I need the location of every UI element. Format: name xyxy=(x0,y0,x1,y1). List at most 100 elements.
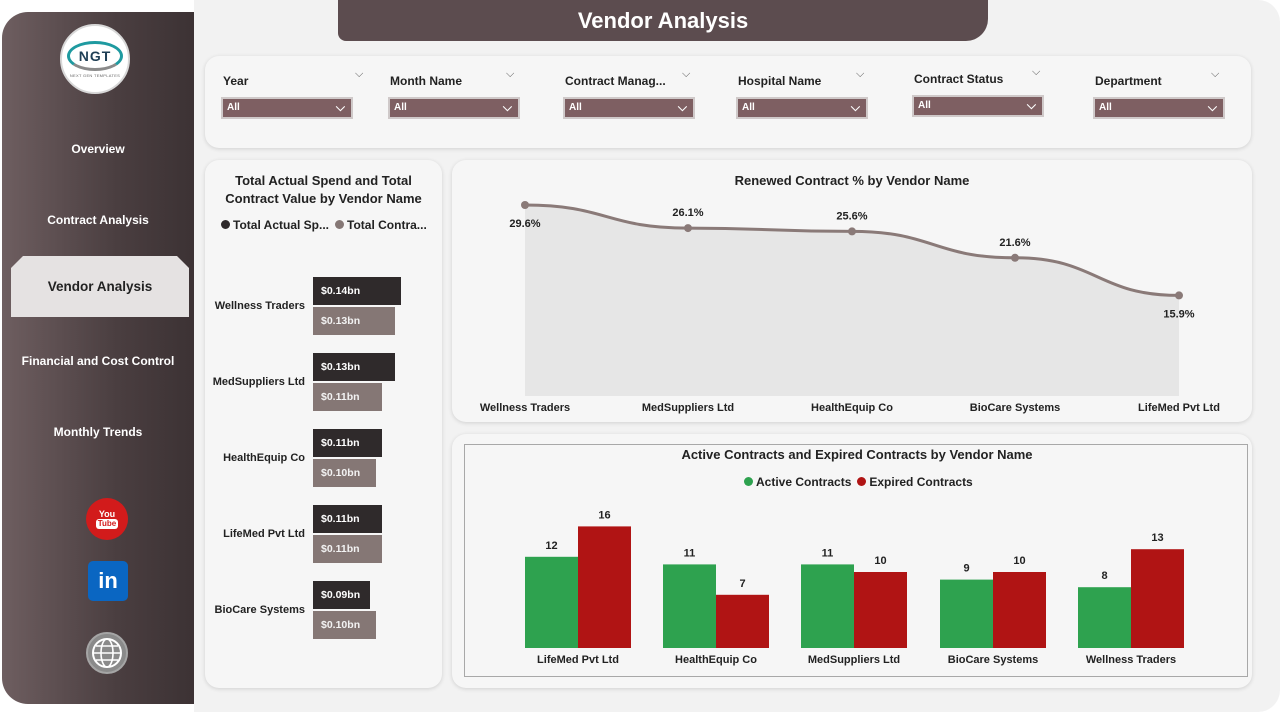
renewed-area-plot: 29.6% Wellness Traders 26.1% MedSuppliers L… xyxy=(480,201,1220,414)
globe-svg xyxy=(92,638,122,668)
logo-ring: NGT xyxy=(67,40,123,71)
legend-item-actual[interactable]: Total Actual Sp... xyxy=(221,218,329,232)
expired-contracts-bar[interactable] xyxy=(993,572,1046,648)
hbar-data-label: $0.13bn xyxy=(321,315,361,327)
filter-month-select[interactable]: All ⌵ xyxy=(388,97,520,119)
legend-label: Expired Contracts xyxy=(869,475,973,489)
hbar-data-label: $0.10bn xyxy=(321,619,361,631)
active-contracts-bar[interactable] xyxy=(940,579,993,648)
column-data-label: 8 xyxy=(1101,570,1107,582)
chevron-down-icon[interactable]: ⌵ xyxy=(1032,66,1041,78)
hbar-actual-spend[interactable]: $0.09bn xyxy=(313,581,370,609)
chevron-down-icon: ⌵ xyxy=(1026,98,1036,112)
filter-label: Contract Manag... xyxy=(565,74,666,88)
filter-value: All xyxy=(227,102,240,113)
active-contracts-bar[interactable] xyxy=(1078,587,1131,648)
ngt-logo[interactable]: NGT NEXT GEN TEMPLATES xyxy=(60,24,130,94)
filter-label: Department xyxy=(1095,74,1162,88)
expired-contracts-bar[interactable] xyxy=(578,526,631,648)
sidebar: NGT NEXT GEN TEMPLATES Overview Contract… xyxy=(2,12,194,704)
legend-item-expired[interactable]: Expired Contracts xyxy=(857,475,973,489)
legend-dot xyxy=(335,220,345,229)
filter-hospital-select[interactable]: All ⌵ xyxy=(736,97,868,119)
hbar-data-label: $0.11bn xyxy=(321,391,360,403)
spend-value-chart-card: Total Actual Spend and Total Contract Va… xyxy=(205,160,442,688)
chevron-down-icon: ⌵ xyxy=(335,100,345,114)
nav-item-financial-cost-control[interactable]: Financial and Cost Control xyxy=(21,354,175,368)
hbar-actual-spend[interactable]: $0.14bn xyxy=(313,277,402,305)
filter-department-select[interactable]: All ⌵ xyxy=(1093,97,1225,119)
active-expired-chart-card: Active Contracts and Expired Contracts b… xyxy=(452,434,1252,688)
hbar-contract-value[interactable]: $0.10bn xyxy=(313,611,376,639)
nav-item-contract-analysis[interactable]: Contract Analysis xyxy=(47,213,149,227)
nav-item-overview[interactable]: Overview xyxy=(71,142,125,156)
renewed-data-label: 29.6% xyxy=(509,218,540,230)
chevron-down-icon[interactable]: ⌵ xyxy=(506,68,515,80)
hbar-category-label: BioCare Systems xyxy=(214,604,306,616)
linkedin-icon[interactable]: in xyxy=(88,561,128,601)
column-data-label: 12 xyxy=(545,540,557,552)
chevron-down-icon[interactable]: ⌵ xyxy=(682,68,691,80)
column-category-label: LifeMed Pvt Ltd xyxy=(537,654,619,666)
hbar-data-label: $0.10bn xyxy=(321,467,361,479)
chevron-down-icon[interactable]: ⌵ xyxy=(856,68,865,80)
chart-title: Renewed Contract % by Vendor Name xyxy=(734,173,970,188)
column-data-label: 13 xyxy=(1151,532,1163,544)
hbar-contract-value[interactable]: $0.11bn xyxy=(313,535,383,563)
column-data-label: 9 xyxy=(963,563,969,575)
renewed-category-label: Wellness Traders xyxy=(480,402,570,414)
renewed-area-fill[interactable] xyxy=(525,205,1179,396)
expired-contracts-bar[interactable] xyxy=(716,594,769,648)
filter-value: All xyxy=(569,102,582,113)
hbar-actual-spend[interactable]: $0.11bn xyxy=(313,505,383,533)
column-data-label: 10 xyxy=(874,555,886,567)
youtube-you: You xyxy=(98,509,116,519)
logo-subtitle: NEXT GEN TEMPLATES xyxy=(69,72,121,78)
renewed-point[interactable] xyxy=(1175,291,1183,300)
youtube-icon[interactable]: You Tube xyxy=(86,498,128,540)
chevron-down-icon[interactable]: ⌵ xyxy=(1211,68,1220,80)
filter-value: All xyxy=(742,102,755,113)
filter-value: All xyxy=(394,102,407,113)
legend-item-active[interactable]: Active Contracts xyxy=(744,475,851,489)
logo-text: NGT xyxy=(78,47,112,64)
filter-panel: Year ⌵ All ⌵ Month Name ⌵ All ⌵ Contract M… xyxy=(205,56,1251,148)
renewed-category-label: LifeMed Pvt Ltd xyxy=(1138,402,1220,414)
renewed-point[interactable] xyxy=(684,224,692,233)
filter-value: All xyxy=(1099,102,1112,113)
filter-label: Year xyxy=(223,74,249,88)
active-contracts-bar[interactable] xyxy=(801,564,854,648)
legend-label: Total Contra... xyxy=(347,218,427,232)
hbar-actual-spend[interactable]: $0.13bn xyxy=(313,353,395,381)
filter-contract-manager-select[interactable]: All ⌵ xyxy=(563,97,695,119)
filter-contract-status-select[interactable]: All ⌵ xyxy=(912,95,1044,117)
renewed-contract-chart-card: Renewed Contract % by Vendor Name 29.6% W… xyxy=(452,160,1252,422)
column-category-label: Wellness Traders xyxy=(1086,654,1176,666)
renewed-point[interactable] xyxy=(848,227,856,236)
hbar-actual-spend[interactable]: $0.11bn xyxy=(313,429,383,457)
renewed-point[interactable] xyxy=(1011,253,1019,262)
expired-contracts-bar[interactable] xyxy=(1131,549,1184,648)
hbar-contract-value[interactable]: $0.11bn xyxy=(313,383,383,411)
renewed-point[interactable] xyxy=(521,201,529,209)
filter-label: Month Name xyxy=(390,74,462,88)
expired-contracts-bar[interactable] xyxy=(854,572,907,648)
chart-legend: Active Contracts Expired Contracts xyxy=(744,475,973,489)
nav-item-monthly-trends[interactable]: Monthly Trends xyxy=(53,425,143,439)
renewed-category-label: MedSuppliers Ltd xyxy=(642,402,734,414)
hbar-data-label: $0.13bn xyxy=(321,361,361,373)
hbar-contract-value[interactable]: $0.10bn xyxy=(313,459,376,487)
filter-value: All xyxy=(918,100,931,111)
renewed-data-label: 25.6% xyxy=(836,210,867,222)
active-contracts-bar[interactable] xyxy=(663,564,716,648)
hbar-data-label: $0.14bn xyxy=(321,285,361,297)
column-data-label: 11 xyxy=(822,547,834,559)
legend-label: Total Actual Sp... xyxy=(233,218,330,232)
filter-year-select[interactable]: All ⌵ xyxy=(221,97,353,119)
active-contracts-bar[interactable] xyxy=(525,556,578,648)
chevron-down-icon[interactable]: ⌵ xyxy=(355,68,364,80)
globe-icon[interactable] xyxy=(86,632,128,674)
legend-item-contract[interactable]: Total Contra... xyxy=(335,218,427,232)
hbar-contract-value[interactable]: $0.13bn xyxy=(313,307,395,335)
nav-item-vendor-analysis[interactable]: Vendor Analysis xyxy=(11,256,189,317)
